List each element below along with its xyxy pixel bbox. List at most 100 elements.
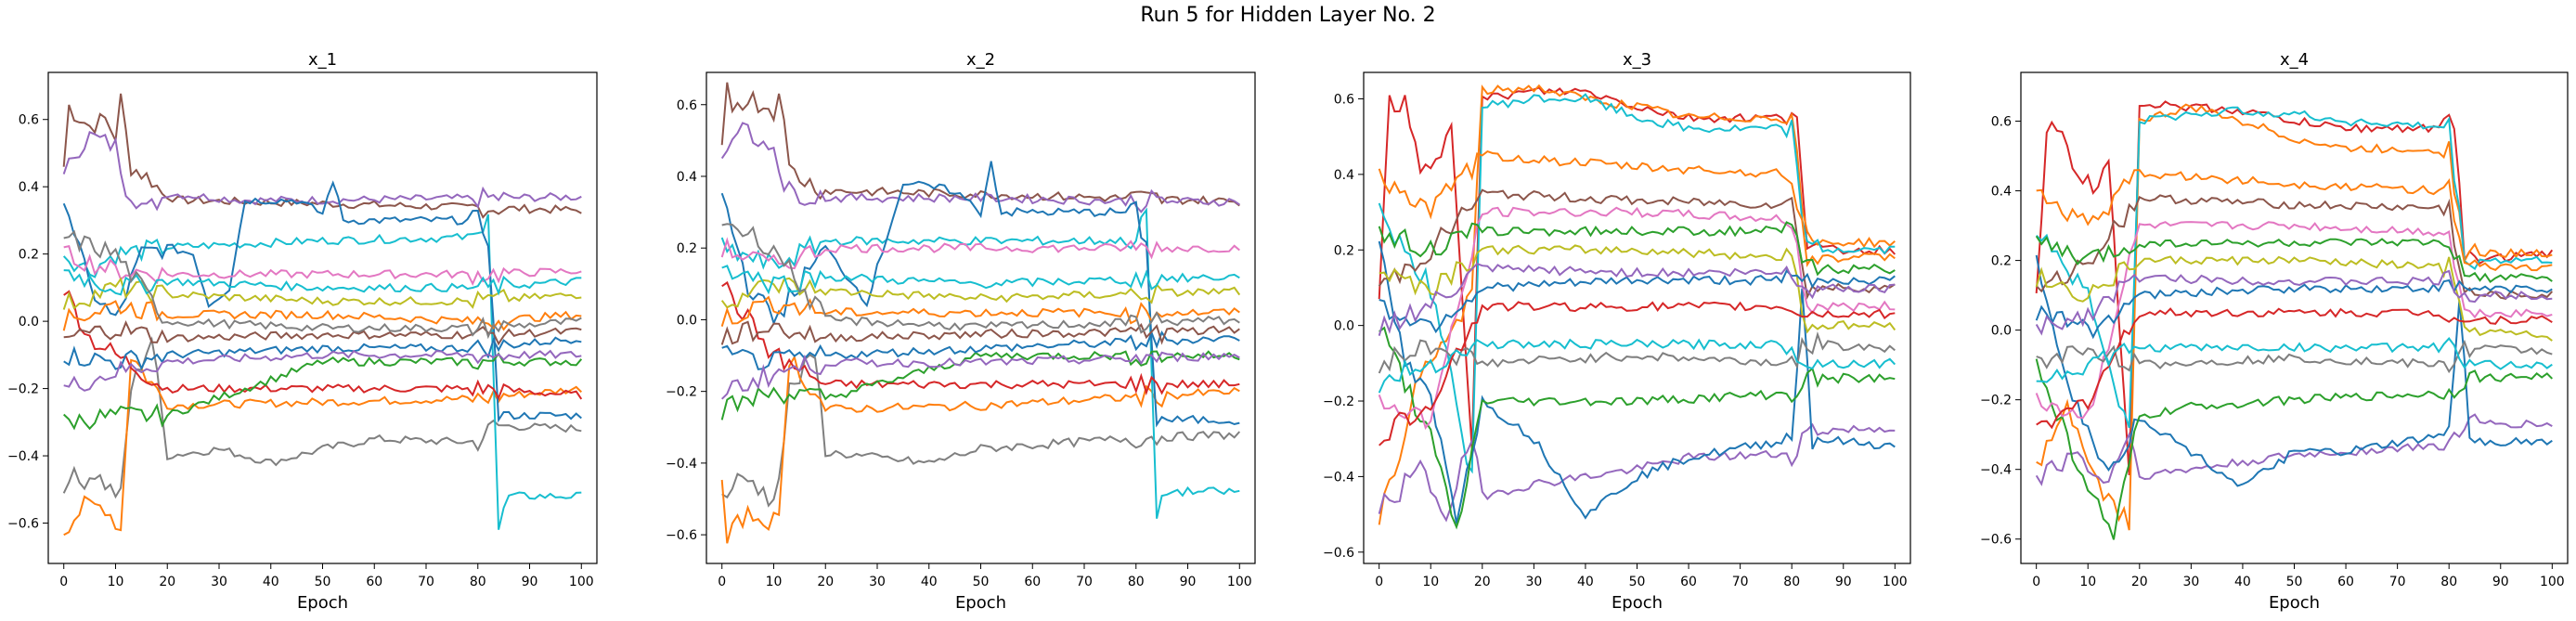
y-tick-label: 0.4: [19, 180, 39, 195]
y-tick-label: 0.6: [19, 113, 39, 128]
series-line: [2036, 339, 2553, 374]
series-line: [2036, 337, 2553, 383]
series-line: [1378, 149, 1896, 268]
series-line: [2036, 103, 2553, 531]
y-tick-label: 0.0: [1334, 319, 1354, 334]
subplot-title: x_1: [308, 50, 337, 70]
y-tick-label: 0.2: [1991, 254, 2012, 269]
x-tick-label: 40: [1577, 575, 1594, 589]
series-line: [720, 351, 1240, 400]
series-line: [720, 350, 1240, 420]
series-line: [720, 320, 1240, 345]
series-line: [1378, 422, 1896, 523]
x-tick-label: 70: [418, 575, 434, 589]
series-line: [2035, 235, 2553, 284]
series-line: [720, 82, 1240, 207]
y-tick-label: 0.2: [1334, 243, 1354, 258]
y-tick-label: −0.2: [7, 382, 39, 397]
y-tick-label: 0.6: [1334, 92, 1354, 107]
x-tick-label: 60: [1680, 575, 1697, 589]
x-axis-label: Epoch: [1612, 593, 1663, 613]
series-line: [63, 352, 583, 431]
series-line: [63, 229, 582, 340]
series-line: [721, 330, 1240, 370]
y-tick-label: −0.2: [1323, 395, 1354, 409]
series-line: [1379, 244, 1896, 334]
series-line: [1379, 301, 1896, 446]
y-tick-label: −0.4: [1980, 463, 2012, 478]
series-line: [1379, 268, 1896, 334]
series-line: [62, 180, 582, 423]
subplot-x_4: x_4 0 10 20 30 40 50 60 70 80 90 100 −0.6 −0.4 −0.2 0.0…: [1980, 50, 2569, 613]
x-tick-label: 20: [159, 575, 175, 589]
x-tick-label: 0: [1375, 575, 1383, 589]
series-line: [1378, 263, 1896, 336]
y-tick-label: 0.6: [1991, 115, 2012, 130]
series-line: [720, 277, 1241, 309]
y-tick-label: 0.0: [19, 315, 39, 330]
series-line: [2035, 106, 2553, 429]
series-line: [63, 290, 583, 401]
x-tick-label: 70: [1076, 575, 1093, 589]
y-tick-label: 0.2: [19, 248, 39, 263]
series-line: [720, 122, 1240, 213]
x-tick-label: 10: [108, 575, 124, 589]
x-axis-label: Epoch: [297, 593, 348, 613]
x-tick-label: 30: [2182, 575, 2199, 589]
x-tick-label: 10: [2079, 575, 2096, 589]
x-tick-label: 90: [522, 575, 538, 589]
axes-frame: [1363, 71, 1911, 564]
series-line: [720, 237, 1240, 270]
y-tick-label: 0.0: [677, 313, 697, 328]
x-tick-label: 0: [718, 575, 726, 589]
series-line: [63, 319, 582, 346]
y-tick-label: −0.6: [1980, 533, 2012, 548]
series-group: [720, 82, 1241, 544]
series-line: [1378, 240, 1896, 524]
subplot-title: x_3: [1623, 50, 1651, 70]
series-line: [2035, 269, 2553, 336]
x-tick-label: 10: [766, 575, 783, 589]
y-tick-label: −0.2: [666, 385, 697, 400]
axes-frame: [705, 71, 1256, 564]
x-tick-label: 50: [2286, 575, 2303, 589]
x-tick-label: 30: [869, 575, 886, 589]
y-tick-label: −0.6: [1323, 546, 1354, 561]
y-tick-label: 0.6: [677, 98, 697, 113]
x-tick-label: 100: [569, 575, 594, 589]
series-group: [1378, 84, 1896, 530]
series-group: [2035, 100, 2554, 540]
y-tick-label: 0.4: [1991, 185, 2012, 200]
series-line: [2036, 169, 2553, 272]
x-tick-label: 80: [470, 575, 486, 589]
series-group: [62, 93, 583, 537]
x-tick-label: 20: [1474, 575, 1491, 589]
x-tick-label: 50: [973, 575, 990, 589]
y-tick-label: 0.2: [677, 241, 697, 256]
x-tick-label: 60: [2337, 575, 2354, 589]
series-line: [2035, 278, 2553, 340]
series-line: [1378, 93, 1896, 474]
x-tick-label: 80: [2440, 575, 2457, 589]
series-line: [62, 130, 582, 212]
subplot-x_3: x_3 0 10 20 30 40 50 60 70 80 90 100 −0.6 −0.4 −0.2 0.0…: [1323, 50, 1911, 613]
x-tick-label: 90: [2492, 575, 2509, 589]
x-tick-label: 80: [1128, 575, 1145, 589]
x-tick-label: 90: [1180, 575, 1197, 589]
x-tick-label: 100: [1883, 575, 1908, 589]
y-tick-label: 0.4: [677, 170, 697, 185]
x-tick-label: 70: [2389, 575, 2406, 589]
x-tick-label: 50: [1629, 575, 1646, 589]
series-line: [721, 280, 1240, 396]
x-tick-label: 20: [817, 575, 834, 589]
x-tick-label: 10: [1422, 575, 1439, 589]
series-line: [720, 161, 1240, 428]
series-line: [62, 93, 582, 219]
x-axis-label: Epoch: [2269, 593, 2320, 613]
y-tick-label: −0.4: [1323, 470, 1354, 485]
series-line: [2035, 255, 2553, 342]
x-tick-label: 40: [263, 575, 279, 589]
y-tick-label: 0.4: [1334, 168, 1354, 183]
figure-suptitle: Run 5 for Hidden Layer No. 2: [1140, 4, 1436, 27]
